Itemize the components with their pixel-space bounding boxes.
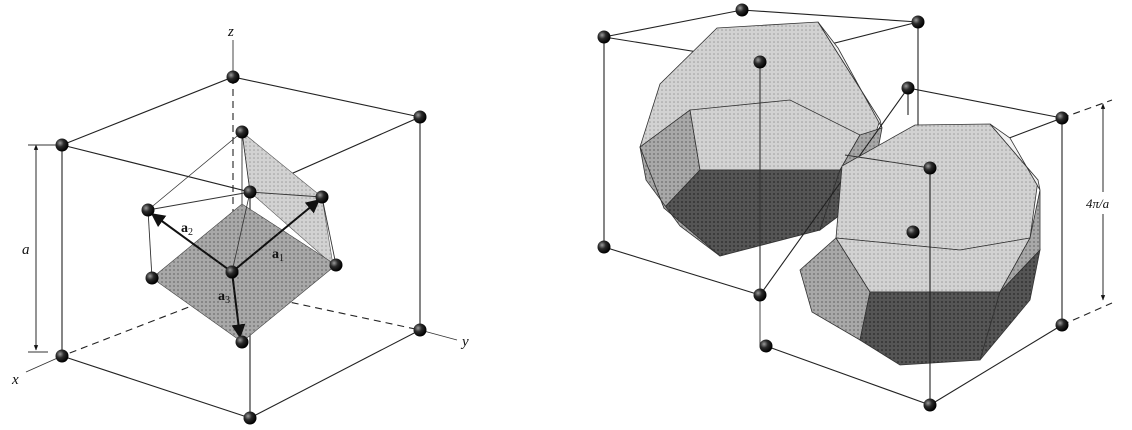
atom xyxy=(413,110,427,124)
atom xyxy=(753,55,767,69)
atom xyxy=(243,411,257,425)
dimension-extension xyxy=(1061,99,1113,119)
atom xyxy=(753,288,767,302)
zone-face xyxy=(663,169,841,257)
atom xyxy=(1055,111,1069,125)
atom xyxy=(911,15,925,29)
z-axis-label: z xyxy=(227,24,234,40)
atom xyxy=(55,138,69,152)
dimension-extension xyxy=(1061,302,1113,326)
primitive-cell-edge xyxy=(147,209,153,279)
atom xyxy=(329,258,343,272)
zone-face xyxy=(639,146,721,257)
vector-a2-label: a2 xyxy=(181,221,193,238)
y-axis-label: y xyxy=(460,334,469,350)
atom xyxy=(235,125,249,139)
primitive-cell-edge xyxy=(147,191,251,211)
dimension-label-bg xyxy=(1085,192,1123,214)
atom xyxy=(225,265,239,279)
atom-group xyxy=(55,70,427,425)
cube-edge xyxy=(765,345,931,406)
vector-a3-arrow xyxy=(231,271,246,339)
atom xyxy=(1055,318,1069,332)
vector-a1-label: a1 xyxy=(272,247,284,264)
atom xyxy=(597,30,611,44)
atom xyxy=(243,185,257,199)
atom xyxy=(735,3,749,17)
edge-length-label: a xyxy=(22,242,30,258)
cube-edge xyxy=(929,324,1063,406)
cube-edge xyxy=(249,329,421,419)
cube-edge xyxy=(603,246,761,296)
primitive-cell-edge xyxy=(321,196,337,266)
primitive-cell-edge xyxy=(249,191,323,198)
atom xyxy=(235,335,249,349)
x-axis-line xyxy=(25,355,63,373)
atom xyxy=(226,70,240,84)
hidden-edge xyxy=(232,289,421,331)
atom xyxy=(55,349,69,363)
atom xyxy=(901,81,915,95)
atom xyxy=(759,339,773,353)
x-axis-label: x xyxy=(11,372,19,388)
atom xyxy=(923,398,937,412)
atom xyxy=(141,203,155,217)
vector-a2-arrow xyxy=(150,213,233,273)
vector-a1-arrow xyxy=(231,199,321,273)
right-brillouin-figure: 4π/a xyxy=(597,3,1123,412)
atom xyxy=(315,190,329,204)
cube-edge xyxy=(61,355,251,419)
edge-length-label: 4π/a xyxy=(1086,196,1110,211)
atom xyxy=(597,240,611,254)
cube-edge xyxy=(844,154,931,169)
zone-face xyxy=(979,248,1041,361)
atom xyxy=(145,271,159,285)
atom xyxy=(413,323,427,337)
left-cube-figure: z y x a a1 a2 a3 xyxy=(11,24,469,425)
atom xyxy=(923,161,937,175)
atom-group xyxy=(597,3,1069,412)
atom xyxy=(906,225,920,239)
vector-a3-label: a3 xyxy=(218,289,230,306)
